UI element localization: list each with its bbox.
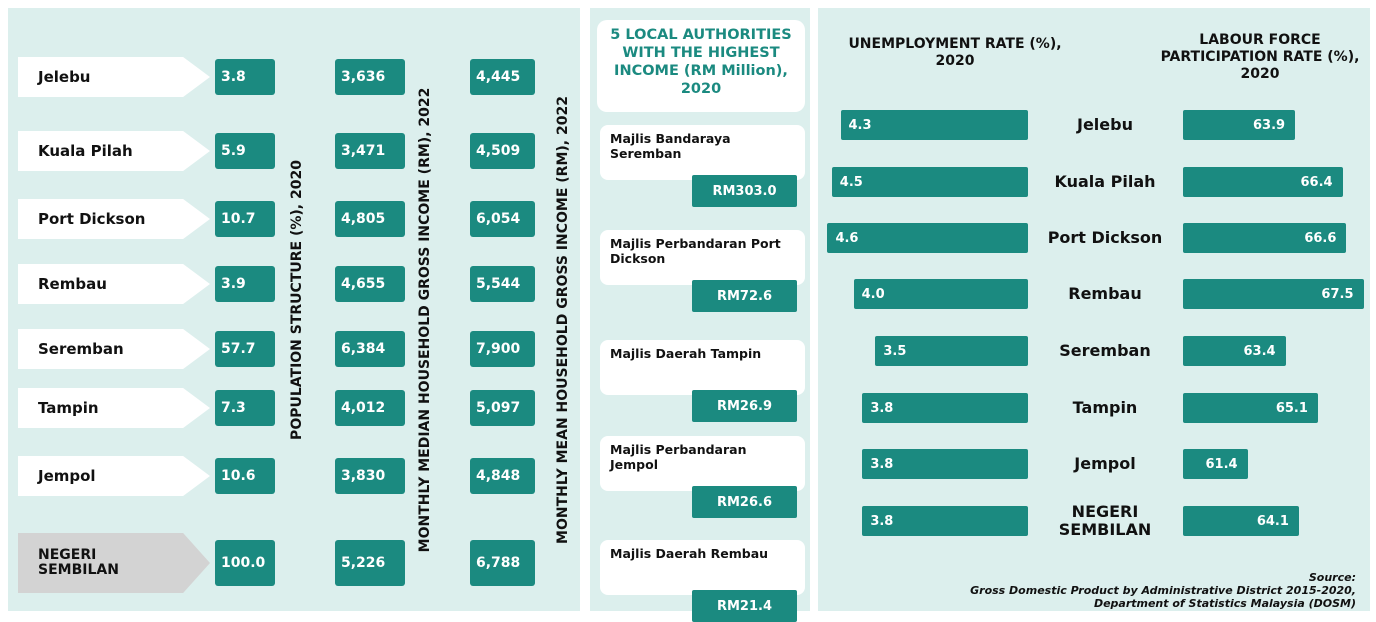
value-label: 66.6 (1304, 230, 1337, 246)
median-value: 6,384 (335, 331, 405, 367)
median-value: 3,636 (335, 59, 405, 95)
source-label: Source: (1308, 571, 1356, 584)
lfpr-bar: 66.4 (1183, 167, 1343, 197)
population-title: POPULATION STRUCTURE (%), 2020 (289, 160, 305, 440)
mean-title: MONTHLY MEAN HOUSEHOLD GROSS INCOME (RM)… (555, 96, 571, 544)
population-value: 10.7 (215, 201, 275, 237)
district-label: Jempol (18, 456, 210, 496)
median-title: MONTHLY MEDIAN HOUSEHOLD GROSS INCOME (R… (417, 87, 433, 553)
authority-value: RM72.6 (692, 280, 797, 312)
category-label: Tampin (1072, 398, 1138, 417)
lfpr-title: LABOUR FORCE PARTICIPATION RATE (%), 202… (1160, 32, 1360, 82)
authority-value: RM26.9 (692, 390, 797, 422)
mean-value: 5,097 (470, 390, 535, 426)
value-label: 66.4 (1300, 174, 1333, 190)
median-value: 3,471 (335, 133, 405, 169)
category-label: Port Dickson (1047, 228, 1163, 247)
unemployment-title: UNEMPLOYMENT RATE (%), 2020 (848, 36, 1062, 69)
district-label: NEGERI SEMBILAN (18, 533, 210, 593)
category-label: Jempol (1074, 454, 1136, 473)
population-value: 7.3 (215, 390, 275, 426)
lfpr-bar: 66.6 (1183, 223, 1347, 253)
population-value: 10.6 (215, 458, 275, 494)
median-value: 4,655 (335, 266, 405, 302)
population-value: 57.7 (215, 331, 275, 367)
mean-value: 6,054 (470, 201, 535, 237)
mean-value: 5,544 (470, 266, 535, 302)
category-label: Kuala Pilah (1054, 172, 1156, 191)
mean-value: 6,788 (470, 540, 535, 586)
lfpr-bar: 63.9 (1183, 110, 1296, 140)
unemployment-bar: 3.8 (862, 449, 1028, 479)
value-label: 3.8 (870, 400, 894, 416)
authority-title: 5 LOCAL AUTHORITIES WITH THE HIGHEST INC… (597, 20, 805, 112)
mean-value: 7,900 (470, 331, 535, 367)
source-text: Gross Domestic Product by Administrative… (970, 584, 1356, 610)
value-label: 61.4 (1205, 456, 1238, 472)
lfpr-bar: 65.1 (1183, 393, 1318, 423)
unemployment-bar: 4.5 (831, 167, 1028, 197)
value-label: 65.1 (1275, 400, 1308, 416)
value-label: 63.9 (1253, 117, 1286, 133)
authority-value: RM26.6 (692, 486, 797, 518)
category-label: NEGERI SEMBILAN (1058, 502, 1152, 539)
district-label: Jelebu (18, 57, 210, 97)
district-label: Kuala Pilah (18, 131, 210, 171)
authority-value: RM303.0 (692, 175, 797, 207)
value-label: 4.6 (835, 230, 859, 246)
value-label: 63.4 (1243, 343, 1276, 359)
value-label: 67.5 (1321, 286, 1354, 302)
value-label: 4.0 (861, 286, 885, 302)
district-panel (8, 8, 580, 611)
median-value: 5,226 (335, 540, 405, 586)
district-label: Port Dickson (18, 199, 210, 239)
source: Source: Gross Domestic Product by Admini… (936, 571, 1356, 610)
unemployment-bar: 3.8 (862, 393, 1028, 423)
authority-value: RM21.4 (692, 590, 797, 622)
median-value: 4,012 (335, 390, 405, 426)
unemployment-bar: 4.3 (840, 110, 1028, 140)
authority-name: Majlis Bandaraya Seremban (600, 125, 805, 180)
median-value: 3,830 (335, 458, 405, 494)
unemployment-bar: 4.0 (853, 279, 1028, 309)
lfpr-bar: 63.4 (1183, 336, 1286, 366)
population-value: 5.9 (215, 133, 275, 169)
district-label: Seremban (18, 329, 210, 369)
district-label: Tampin (18, 388, 210, 428)
category-label: Jelebu (1077, 115, 1133, 134)
district-label: Rembau (18, 264, 210, 304)
value-label: 3.8 (870, 456, 894, 472)
unemployment-bar: 4.6 (827, 223, 1028, 253)
value-label: 3.5 (883, 343, 907, 359)
value-label: 3.8 (870, 513, 894, 529)
unemployment-bar: 3.8 (862, 506, 1028, 536)
lfpr-bar: 64.1 (1183, 506, 1299, 536)
category-label: Rembau (1068, 284, 1142, 303)
mean-value: 4,509 (470, 133, 535, 169)
category-label: Seremban (1059, 341, 1151, 360)
value-label: 4.3 (848, 117, 872, 133)
value-label: 4.5 (839, 174, 863, 190)
mean-value: 4,445 (470, 59, 535, 95)
mean-value: 4,848 (470, 458, 535, 494)
lfpr-bar: 61.4 (1183, 449, 1248, 479)
population-value: 3.9 (215, 266, 275, 302)
authority-name: Majlis Daerah Tampin (600, 340, 805, 395)
authority-name: Majlis Daerah Rembau (600, 540, 805, 595)
authority-name: Majlis Perbandaran Jempol (600, 436, 805, 491)
population-value: 100.0 (215, 540, 275, 586)
lfpr-bar: 67.5 (1183, 279, 1364, 309)
unemployment-bar: 3.5 (875, 336, 1028, 366)
population-value: 3.8 (215, 59, 275, 95)
value-label: 64.1 (1256, 513, 1289, 529)
median-value: 4,805 (335, 201, 405, 237)
authority-name: Majlis Perbandaran Port Dickson (600, 230, 805, 285)
